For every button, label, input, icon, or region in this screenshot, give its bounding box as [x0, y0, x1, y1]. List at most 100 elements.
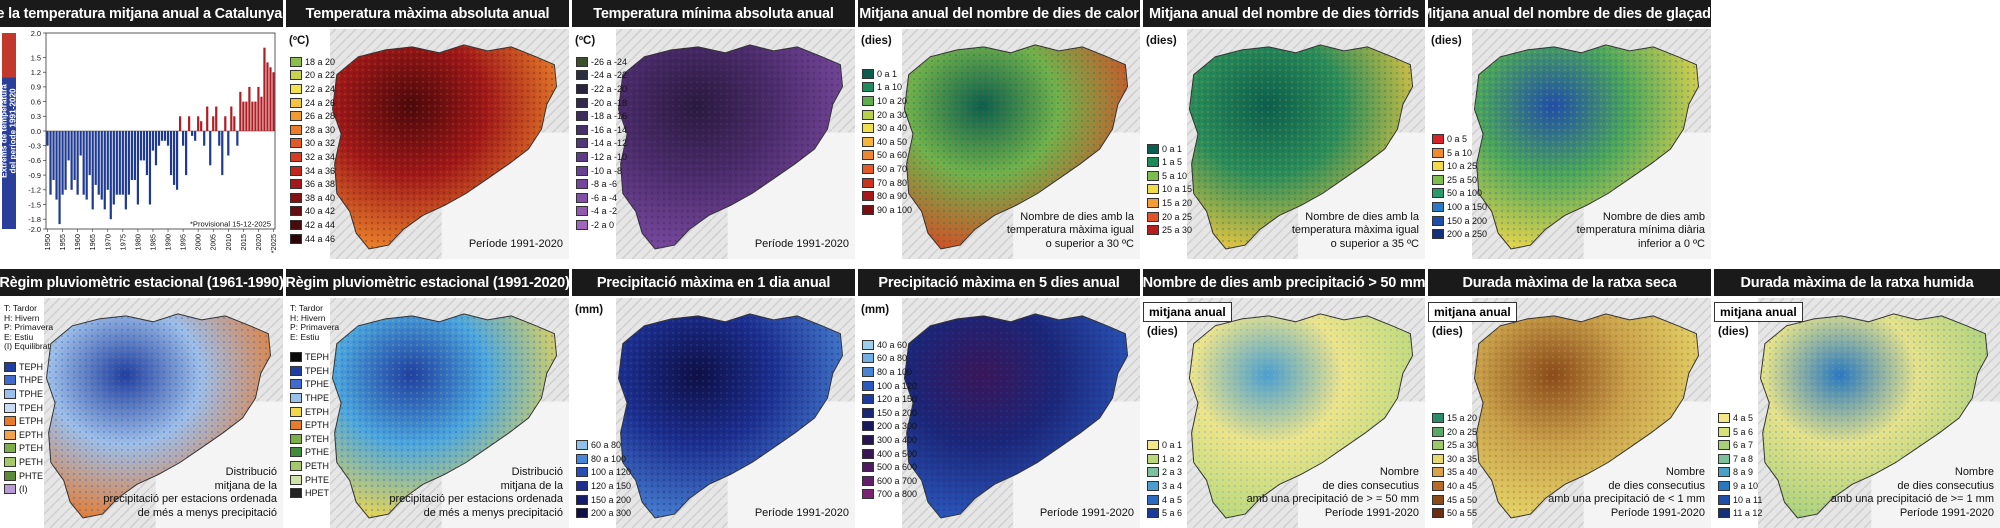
map-caption: Període 1991-2020 — [755, 238, 849, 251]
legend-item: -6 a -4 — [576, 191, 627, 205]
legend-swatch — [1147, 211, 1159, 222]
legend-item: 32 a 34 — [290, 150, 335, 164]
caption-line: amb una precipitació de >= 1 mm — [1830, 493, 1994, 506]
terrain-texture — [332, 44, 557, 250]
legend-swatch — [862, 366, 874, 377]
legend-item: 25 a 30 — [1147, 223, 1192, 237]
terrain-texture — [1760, 313, 1988, 518]
legend-label: 50 a 55 — [1447, 508, 1478, 519]
legend-item: TEPH — [290, 350, 329, 364]
legend-item: 1 a 2 — [1147, 452, 1182, 466]
legend-label: -4 a -2 — [591, 206, 618, 217]
legend-label: 20 a 30 — [877, 109, 908, 120]
anomaly-bar — [166, 131, 170, 146]
legend-item: -22 a -20 — [576, 82, 627, 96]
legend-label: 25 a 50 — [1447, 174, 1478, 185]
legend-label: 80 a 100 — [877, 366, 913, 377]
panel-title: Precipitació màxima en 5 dies anual — [858, 269, 1140, 296]
legend-item: -20 a -18 — [576, 96, 627, 110]
legend-label: EPTH — [19, 429, 44, 440]
legend-item: PTHE — [290, 446, 329, 460]
y-tick-label: 0.6 — [31, 97, 41, 106]
legend-swatch — [576, 494, 588, 505]
legend-item: 70 a 80 — [862, 176, 912, 190]
caption-line: Període 1991-2020 — [468, 237, 563, 250]
caption-line: Període 1991-2020 — [754, 506, 849, 519]
x-tick-label: 2015 — [239, 234, 248, 250]
caption-line: mitjana de la — [500, 479, 563, 492]
legend-item: 2 a 3 — [1147, 466, 1182, 480]
unit-label: (mm) — [861, 304, 890, 316]
legend-swatch — [576, 56, 588, 67]
anomaly-bar — [197, 116, 200, 131]
anomaly-bar — [142, 131, 146, 161]
legend-swatch — [862, 434, 874, 445]
legend-label: TPEH — [19, 402, 44, 413]
anomaly-bar — [175, 131, 179, 190]
legend-swatch — [4, 443, 16, 454]
legend-label: -10 a -8 — [591, 165, 623, 176]
season-key: H: Hivern — [290, 312, 326, 323]
season-key: P: Primavera — [4, 322, 54, 333]
legend-label: 70 a 80 — [877, 177, 908, 188]
anomaly-bar — [103, 131, 106, 210]
panel-title: Mitjana anual del nombre de dies de glaç… — [1428, 0, 1711, 27]
legend-swatch — [1718, 508, 1730, 519]
panel-title: Règim pluviomètric estacional (1961-1990… — [0, 269, 283, 296]
legend-swatch — [4, 361, 16, 372]
legend-item: 4 a 5 — [1147, 493, 1182, 507]
x-tick-label: 1990 — [164, 234, 173, 250]
legend-label: -2 a 0 — [591, 219, 615, 230]
legend-swatch — [290, 138, 302, 149]
legend-label: 0 a 1 — [1162, 143, 1183, 154]
legend-item: -2 a 0 — [576, 218, 627, 232]
anomaly-bar — [79, 131, 82, 156]
caption-line: inferior a 0 ºC — [1638, 237, 1705, 250]
unit-label: (ºC) — [289, 35, 310, 47]
anomaly-bar — [160, 131, 164, 141]
anomaly-bar — [181, 131, 185, 146]
caption-line: Període 1991-2020 — [754, 237, 849, 250]
x-tick-label: 1980 — [133, 234, 142, 250]
legend-item: 150 a 200 — [862, 406, 917, 420]
x-tick-label: 1965 — [88, 234, 97, 250]
legend-item: 5 a 10 — [1147, 169, 1192, 183]
terrain-texture — [904, 44, 1128, 250]
anomaly-bar — [112, 131, 115, 205]
unit-label: (dies) — [1718, 326, 1749, 338]
legend-label: 60 a 80 — [877, 353, 908, 364]
legend-label: THPE — [19, 375, 44, 386]
legend-swatch — [862, 150, 874, 161]
legend-label: 100 a 120 — [591, 467, 632, 478]
legend-label: 8 a 9 — [1733, 467, 1754, 478]
legend-swatch — [1432, 480, 1444, 491]
map-caption: Nombre de dies consecutius amb una precipi… — [1247, 466, 1419, 520]
legend-swatch — [862, 204, 874, 215]
legend-label: 3 a 4 — [1162, 480, 1183, 491]
legend-item: 25 a 50 — [1432, 173, 1487, 187]
legend-label: 600 a 700 — [877, 475, 918, 486]
catalonia-map — [1143, 298, 1425, 528]
anomaly-bar — [136, 131, 140, 205]
panel-max-rain-5-days: Precipitació màxima en 5 dies anual (mm) 4… — [858, 269, 1140, 528]
catalonia-map — [858, 298, 1140, 528]
anomaly-bar — [88, 131, 91, 176]
legend-item: 44 a 46 — [290, 232, 335, 246]
panel-days-rain-over-50: Nombre de dies amb precipitació > 50 mm m… — [1143, 269, 1425, 528]
legend-item: 120 a 150 — [862, 392, 917, 406]
legend-label: 30 a 40 — [877, 123, 908, 134]
legend: 0 a 5 5 a 10 10 a 25 25 a 50 50 a 100 100 a 1… — [1432, 132, 1487, 241]
legend-swatch — [1432, 426, 1444, 437]
ylabel-box-blue — [2, 77, 16, 229]
legend-swatch — [576, 165, 588, 176]
panel-min-temperature: Temperatura mínima absoluta anual (ºC) -26… — [572, 0, 855, 259]
legend-label: PTEH — [305, 433, 330, 444]
legend-item: -16 a -14 — [576, 123, 627, 137]
y-tick-label: 1.5 — [31, 53, 41, 62]
legend-swatch — [4, 416, 16, 427]
ylabel-box-red — [2, 33, 16, 78]
legend-item: 25 a 30 — [1432, 438, 1477, 452]
legend-item: 0 a 1 — [1147, 142, 1192, 156]
anomaly-bar — [209, 131, 212, 166]
anomaly-bar — [266, 62, 269, 131]
